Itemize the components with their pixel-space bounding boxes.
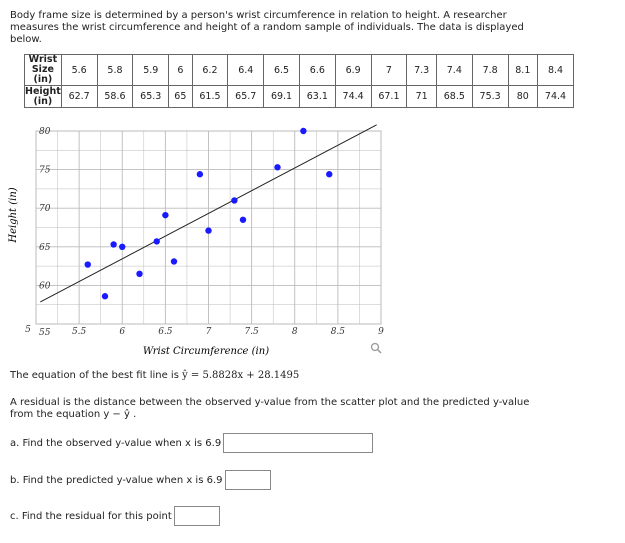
data-point: [300, 127, 307, 135]
data-point: [119, 243, 126, 250]
wrist-size-header: Wrist Size (in): [24, 54, 62, 86]
y-tick-label: 80: [39, 127, 51, 137]
height-cell: 65: [168, 85, 193, 108]
x-tick-label: 8: [292, 327, 298, 337]
data-point: [170, 258, 178, 265]
x-tick-label: 7.5: [244, 327, 259, 337]
height-cell: 74.4: [537, 85, 574, 108]
wrist-cell: 5.8: [96, 54, 134, 86]
predicted-y-input[interactable]: [224, 470, 271, 490]
x-tick-label: 6.5: [158, 327, 173, 337]
wrist-cell: 8.1: [507, 54, 539, 86]
observed-y-input[interactable]: [223, 433, 374, 453]
height-cell: 80: [507, 85, 539, 108]
data-point: [153, 238, 160, 245]
problem-intro: Body frame size is determined by a perso…: [10, 10, 570, 46]
best-fit-line: [40, 124, 377, 303]
height-cell: 74.4: [334, 85, 372, 108]
residual-input[interactable]: [173, 506, 220, 526]
y-tick-label: 70: [39, 204, 51, 214]
data-point: [162, 211, 169, 219]
intro-line-1: Body frame size is determined by a perso…: [10, 10, 507, 21]
scatter-plot: 5.5 6 6.5 7 7.5 8 8.5 9 55 60 65 70 75 80 5 Height (in…: [8, 124, 384, 357]
data-point: [101, 293, 109, 300]
x-axis-label: Wrist Circumference (in): [143, 346, 269, 357]
intro-line-2: measures the wrist circumference and hei…: [10, 22, 524, 33]
y-tick-label: 60: [39, 281, 51, 291]
data-point: [239, 216, 247, 223]
data-point: [136, 270, 143, 278]
question-c-label: c. Find the residual for this point: [10, 510, 172, 522]
wrist-header-line-3: (in): [33, 74, 53, 85]
height-cell: 69.1: [263, 85, 300, 108]
wrist-header-line-1: Wrist: [28, 54, 58, 65]
data-point: [231, 197, 238, 204]
height-cell: 62.7: [60, 85, 98, 108]
data-point: [84, 261, 91, 268]
data-point: [326, 171, 333, 178]
wrist-cell: 5.6: [60, 54, 98, 86]
height-cell: 58.6: [96, 85, 134, 108]
height-cell: 65.3: [132, 85, 170, 108]
height-cell: 61.5: [191, 85, 229, 108]
x-tick-label: 6: [119, 327, 125, 337]
wrist-cell: 6.9: [334, 54, 372, 86]
magnify-icon[interactable]: [370, 342, 382, 354]
wrist-cell: 7: [370, 54, 408, 86]
question-a-label: a. Find the observed y-value when x is 6…: [10, 437, 222, 449]
x-tick-label: 7: [206, 327, 212, 337]
height-cell: 65.7: [227, 85, 265, 108]
wrist-cell: 6.6: [298, 54, 336, 86]
height-cell: 71: [406, 85, 437, 108]
x-tick-label: 5.5: [72, 327, 87, 337]
height-header: Height (in): [24, 85, 62, 108]
height-header-line-1: Height: [25, 85, 61, 97]
height-row: Height (in) 62.7 58.6 65.3 65 61.5 65.7 69.1 63…: [24, 85, 574, 108]
origin-x-label: 5: [25, 325, 31, 335]
x-tick-label: 8.5: [331, 327, 346, 337]
best-fit-equation: The equation of the best fit line is ŷ =…: [10, 370, 299, 381]
question-a: a. Find the observed y-value when x is 6…: [10, 433, 374, 453]
wrist-cell: 6.4: [227, 54, 265, 86]
data-point: [196, 171, 204, 178]
data-point: [110, 241, 117, 248]
question-b: b. Find the predicted y-value when x is …: [10, 470, 271, 490]
y-axis-label: Height (in): [8, 187, 19, 243]
x-tick-label: 9: [378, 327, 384, 337]
residual-line-2: from the equation y − ŷ .: [10, 409, 137, 420]
intro-line-3: below.: [10, 34, 42, 45]
height-cell: 75.3: [471, 85, 509, 108]
equation-formula: ŷ = 5.8828x + 28.1495: [182, 370, 300, 381]
wrist-size-row: Wrist Size (in) 5.6 5.8 5.9 6 6.2 6.4 6.5 6.6 6.…: [24, 54, 574, 86]
wrist-cell: 6: [168, 54, 193, 86]
height-cell: 67.1: [370, 85, 408, 108]
question-c: c. Find the residual for this point: [10, 506, 220, 526]
wrist-cell: 7.8: [471, 54, 509, 86]
data-point: [205, 227, 212, 234]
wrist-cell: 5.9: [132, 54, 170, 86]
equation-prefix: The equation of the best fit line is: [10, 370, 183, 381]
wrist-cell: 7.3: [406, 54, 437, 86]
data-point: [274, 164, 281, 171]
wrist-cell: 8.4: [537, 54, 574, 86]
y-tick-label: 75: [39, 166, 51, 176]
y-tick-label: 65: [39, 243, 51, 253]
wrist-cell: 6.2: [191, 54, 229, 86]
wrist-header-line-2: Size: [31, 64, 54, 75]
height-cell: 68.5: [435, 85, 473, 108]
height-cell: 63.1: [298, 85, 336, 108]
height-header-line-2: (in): [33, 95, 53, 107]
y-tick-label: 55: [39, 328, 51, 338]
residual-line-1: A residual is the distance between the o…: [10, 397, 530, 408]
wrist-cell: 7.4: [435, 54, 473, 86]
question-b-label: b. Find the predicted y-value when x is …: [10, 474, 223, 486]
data-table: Wrist Size (in) 5.6 5.8 5.9 6 6.2 6.4 6.5 6.6 6.…: [24, 54, 574, 108]
residual-definition: A residual is the distance between the o…: [10, 397, 570, 421]
wrist-cell: 6.5: [263, 54, 300, 86]
